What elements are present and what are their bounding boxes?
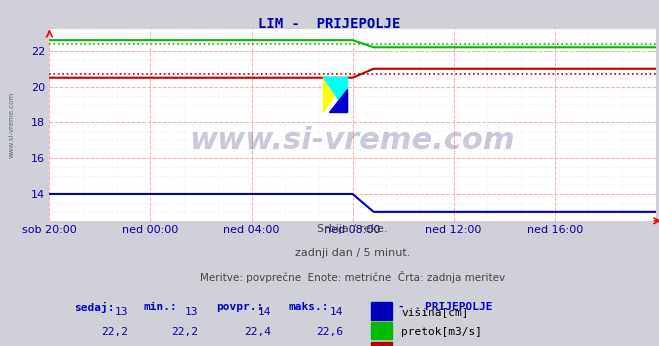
Text: Meritve: povprečne  Enote: metrične  Črta: zadnja meritev: Meritve: povprečne Enote: metrične Črta:… [200,271,505,283]
Text: 22,6: 22,6 [316,327,343,337]
Bar [371,322,392,339]
Text: 14: 14 [257,307,271,317]
Text: LIM -  PRIJEPOLJE: LIM - PRIJEPOLJE [258,17,401,31]
Text: višina[cm]: višina[cm] [401,307,469,318]
Text: 22,4: 22,4 [244,327,271,337]
Text: 13: 13 [185,307,198,317]
Bar [371,302,392,320]
Text: min.:: min.: [144,302,177,312]
Text: maks.:: maks.: [289,302,330,312]
Text: 22,2: 22,2 [171,327,198,337]
Text: LIM -   PRIJEPOLJE: LIM - PRIJEPOLJE [371,302,492,312]
Text: 14: 14 [330,307,343,317]
Text: www.si-vreme.com: www.si-vreme.com [9,92,15,158]
Polygon shape [330,89,347,112]
Text: zadnji dan / 5 minut.: zadnji dan / 5 minut. [295,248,411,258]
Polygon shape [324,77,347,112]
Text: 22,2: 22,2 [101,327,129,337]
Bar [371,342,392,346]
Text: sedaj:: sedaj: [74,302,114,313]
Text: Srbija / reke.: Srbija / reke. [318,225,387,235]
Text: povpr.:: povpr.: [216,302,264,312]
Text: 13: 13 [115,307,129,317]
Text: www.si-vreme.com: www.si-vreme.com [190,126,515,155]
Polygon shape [324,77,347,112]
Text: pretok[m3/s]: pretok[m3/s] [401,327,482,337]
